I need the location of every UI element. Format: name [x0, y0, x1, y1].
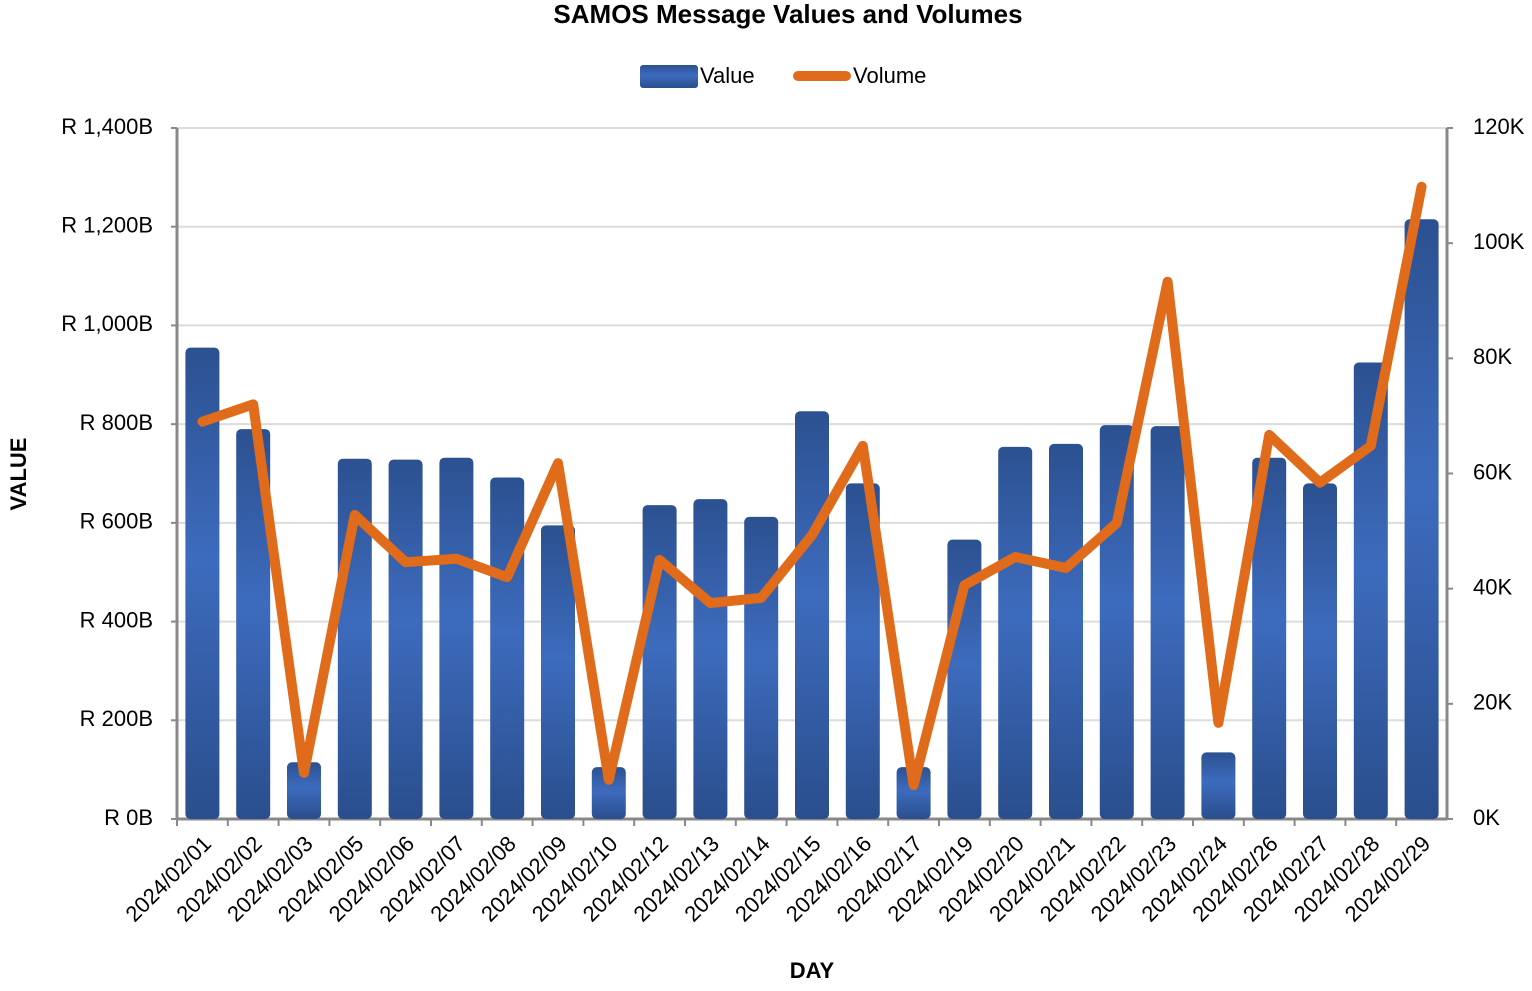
y2-tick-label: 120K	[1473, 114, 1525, 139]
line	[197, 181, 1427, 791]
bar	[896, 767, 931, 819]
bar	[744, 516, 779, 819]
y-axis-title: VALUE	[6, 438, 31, 511]
legend-swatch	[640, 65, 698, 88]
bar	[591, 767, 626, 819]
bar	[439, 457, 474, 819]
bar	[693, 499, 728, 819]
bar	[998, 446, 1033, 819]
bar	[845, 483, 880, 819]
y-tick-label: R 200B	[80, 706, 153, 731]
y-tick-label: R 400B	[80, 607, 153, 632]
bar	[1404, 219, 1439, 819]
bar	[236, 429, 271, 819]
bar	[185, 347, 220, 819]
bar	[1303, 483, 1337, 819]
bar	[1150, 426, 1185, 819]
bar	[642, 505, 677, 819]
y-tick-label: R 600B	[80, 509, 153, 534]
y2-tick-label: 100K	[1473, 229, 1525, 254]
legend-label: Volume	[853, 63, 926, 88]
y-tick-label: R 1,000B	[61, 311, 153, 336]
bar	[1252, 457, 1287, 819]
bar	[287, 762, 321, 819]
chart-title: SAMOS Message Values and Volumes	[553, 0, 1022, 29]
x-axis-title: DAY	[790, 958, 835, 983]
bar	[388, 459, 423, 819]
bar	[1353, 362, 1388, 819]
bar	[795, 411, 829, 819]
y2-tick-label: 0K	[1473, 805, 1500, 830]
y2-tick-label: 40K	[1473, 574, 1512, 599]
bar	[541, 525, 575, 819]
y-tick-label: R 800B	[80, 410, 153, 435]
legend-label: Value	[700, 63, 755, 88]
y-tick-label: R 1,400B	[61, 114, 153, 139]
y2-tick-label: 20K	[1473, 690, 1512, 715]
bar	[490, 477, 525, 819]
y-tick-label: R 0B	[104, 805, 153, 830]
bar	[1099, 425, 1134, 819]
bar	[1049, 443, 1083, 819]
bar	[1201, 752, 1236, 819]
y2-tick-label: 60K	[1473, 459, 1512, 484]
y-tick-label: R 1,200B	[61, 213, 153, 238]
y2-tick-label: 80K	[1473, 344, 1512, 369]
